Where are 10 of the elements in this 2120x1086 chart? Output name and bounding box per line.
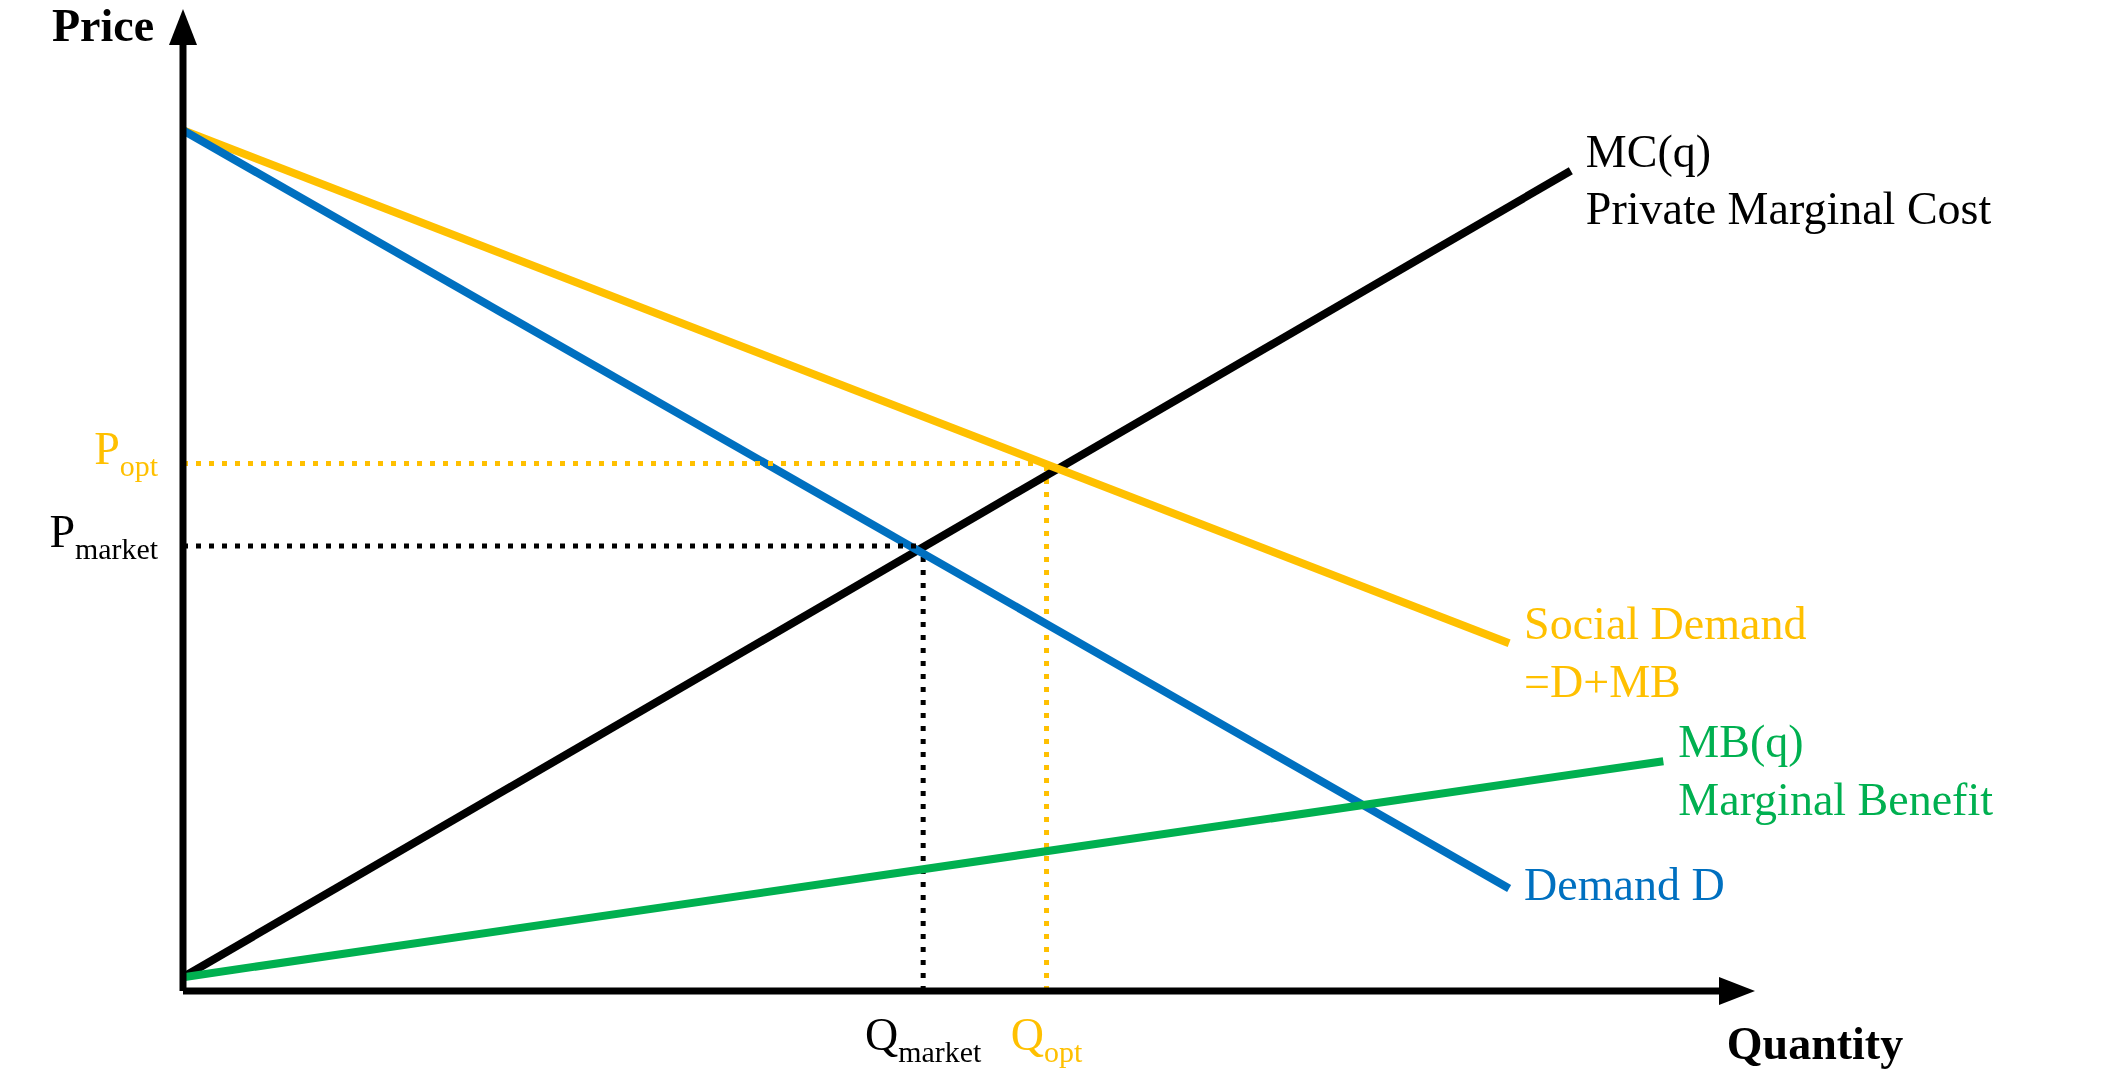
x-tick-label: Q$_{market}$: [865, 1008, 982, 1069]
x-axis-title: Quantity: [1726, 1017, 1904, 1069]
series-label: Demand D: [1524, 858, 1725, 910]
y-axis-title: Price: [51, 0, 155, 51]
series-label: P$_{opt}$: [94, 422, 159, 483]
series-label: MB(q) Marginal Benefit: [1678, 715, 1994, 825]
series-label: P$_{market}$: [49, 505, 159, 566]
series-label: Social Demand =D+MB: [1524, 597, 1807, 707]
series-label: MC(q) Private Marginal Cost: [1585, 125, 1992, 234]
x-tick-label: Q$_{opt}$: [1010, 1008, 1083, 1069]
